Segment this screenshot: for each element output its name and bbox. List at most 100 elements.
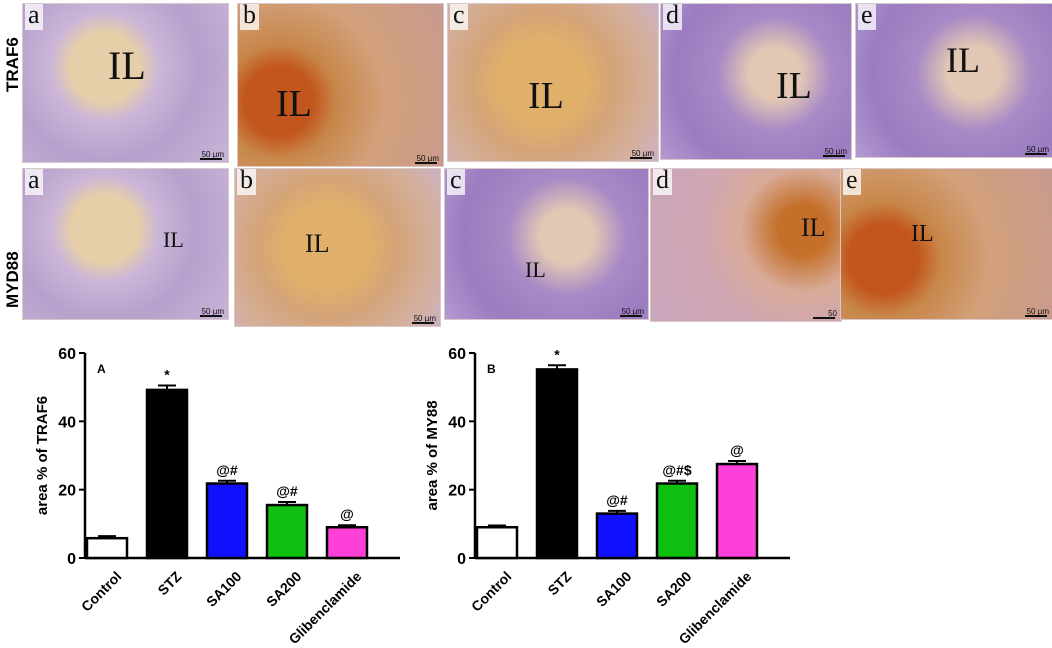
significance-marker: @#	[606, 492, 628, 508]
micrograph-myd88-c: c IL 50 µm	[444, 168, 649, 320]
row-label-traf6: TRAF6	[3, 37, 22, 92]
scale-label: 50 µm	[413, 314, 436, 323]
islet-label: IL	[108, 43, 146, 88]
micrograph-texture	[238, 4, 443, 166]
y-tick-label: 0	[457, 551, 466, 568]
islet-label: IL	[946, 40, 980, 80]
scale-label: 50 µm	[201, 150, 224, 159]
x-tick-label-control: Control	[468, 568, 515, 615]
micrograph-myd88-a: a IL 50 µm	[22, 168, 229, 320]
bar-stz	[535, 368, 579, 560]
y-tick-label: 60	[58, 346, 76, 363]
chart-panel-letter: B	[487, 362, 496, 376]
scale-bar	[823, 155, 845, 157]
islet-label: IL	[525, 257, 546, 282]
significance-marker: @#	[276, 483, 298, 499]
islet-label: IL	[911, 221, 934, 247]
islet-label: IL	[163, 227, 184, 252]
scale-bar	[630, 157, 652, 159]
micrograph-texture	[841, 169, 1052, 319]
panel-letter: a	[25, 169, 43, 195]
panel-letter: e	[858, 4, 876, 30]
bar-sa100	[595, 512, 639, 560]
islet-label: IL	[305, 229, 330, 258]
micrograph-myd88-b: b IL 50 µm	[234, 168, 441, 327]
bar-chart-myd88: 0 20 40 60 area % of MY88 B Control * STZ @# SA100…	[424, 346, 790, 647]
micrograph-traf6-b: b IL 50 µm	[237, 3, 444, 167]
panel-letter: b	[240, 4, 259, 30]
panel-letter: b	[237, 169, 256, 195]
scale-label: 50 µm	[201, 307, 224, 316]
scale-label: 50 µm	[621, 307, 644, 316]
micrograph-texture	[856, 4, 1052, 157]
panel-letter: c	[447, 169, 465, 195]
scale-bar	[620, 315, 642, 317]
x-tick-label-stz: STZ	[544, 568, 574, 598]
x-tick-label-stz: STZ	[154, 568, 184, 598]
scale-bar	[1025, 153, 1047, 155]
significance-marker: *	[554, 346, 560, 362]
x-tick-label-sa100: SA100	[593, 568, 635, 610]
y-tick-label: 60	[448, 346, 466, 363]
bar-sa200	[265, 503, 309, 560]
x-tick-label-sa200: SA200	[263, 568, 305, 610]
y-tick-label: 20	[448, 483, 466, 500]
bar-glibenclamide	[715, 462, 759, 560]
y-axis-label: area % of MY88	[424, 400, 441, 510]
micrograph-texture	[23, 169, 228, 319]
micrograph-traf6-a: a IL 50 µm	[22, 3, 229, 163]
scale-bar	[1025, 315, 1047, 317]
scale-bar	[415, 162, 437, 164]
significance-marker: @	[730, 442, 744, 458]
islet-label: IL	[776, 65, 812, 107]
panel-letter: d	[653, 169, 672, 195]
micrograph-texture	[23, 4, 228, 162]
micrograph-texture	[448, 4, 658, 161]
islet-label: IL	[528, 75, 564, 117]
bar-control	[475, 526, 519, 560]
scale-label: 50	[828, 309, 837, 318]
significance-marker: @	[340, 506, 354, 522]
y-axis-label: area % of TRAF6	[34, 396, 51, 515]
chart-panel-letter: A	[97, 362, 106, 376]
panel-letter: d	[663, 4, 682, 30]
islet-label: IL	[801, 213, 826, 242]
panel-letter: a	[25, 4, 43, 30]
scale-label: 50 µm	[824, 147, 847, 156]
y-tick-label: 40	[448, 414, 466, 431]
bar-stz	[145, 388, 189, 560]
scale-label: 50 µm	[1026, 307, 1049, 316]
micrograph-texture	[661, 4, 851, 159]
significance-marker: @#	[216, 462, 238, 478]
scale-bar	[412, 322, 434, 324]
panel-letter: e	[843, 169, 861, 195]
bar-glibenclamide	[325, 526, 369, 560]
scale-label: 50 µm	[631, 149, 654, 158]
scale-label: 50 µm	[416, 154, 439, 163]
micrograph-texture	[651, 169, 841, 321]
micrograph-texture	[445, 169, 648, 319]
scale-bar	[200, 158, 222, 160]
islet-label: IL	[276, 83, 312, 125]
row-label-myd88: MYD88	[3, 251, 22, 308]
micrograph-traf6-e: e IL 50 µm	[855, 3, 1052, 158]
micrograph-traf6-d: d IL 50 µm	[660, 3, 852, 160]
bar-control	[85, 536, 129, 560]
bar-sa100	[205, 482, 249, 560]
scale-bar	[200, 315, 222, 317]
panel-letter: c	[450, 4, 468, 30]
x-tick-label-sa200: SA200	[653, 568, 695, 610]
y-tick-label: 40	[58, 414, 76, 431]
x-tick-label-sa100: SA100	[203, 568, 245, 610]
bar-chart-traf6: 0 20 40 60 area % of TRAF6 A Control * STZ @# SA10…	[34, 346, 400, 647]
micrograph-myd88-e: e IL 50 µm	[840, 168, 1052, 320]
micrograph-texture	[235, 169, 440, 326]
y-tick-label: 20	[58, 483, 76, 500]
y-tick-label: 0	[67, 551, 76, 568]
micrograph-traf6-c: c IL 50 µm	[447, 3, 659, 162]
micrograph-myd88-d: d IL 50	[650, 168, 842, 322]
scale-label: 50 µm	[1026, 145, 1049, 154]
significance-marker: @#$	[662, 462, 691, 478]
x-tick-label-control: Control	[78, 568, 125, 615]
scale-bar	[813, 317, 835, 319]
